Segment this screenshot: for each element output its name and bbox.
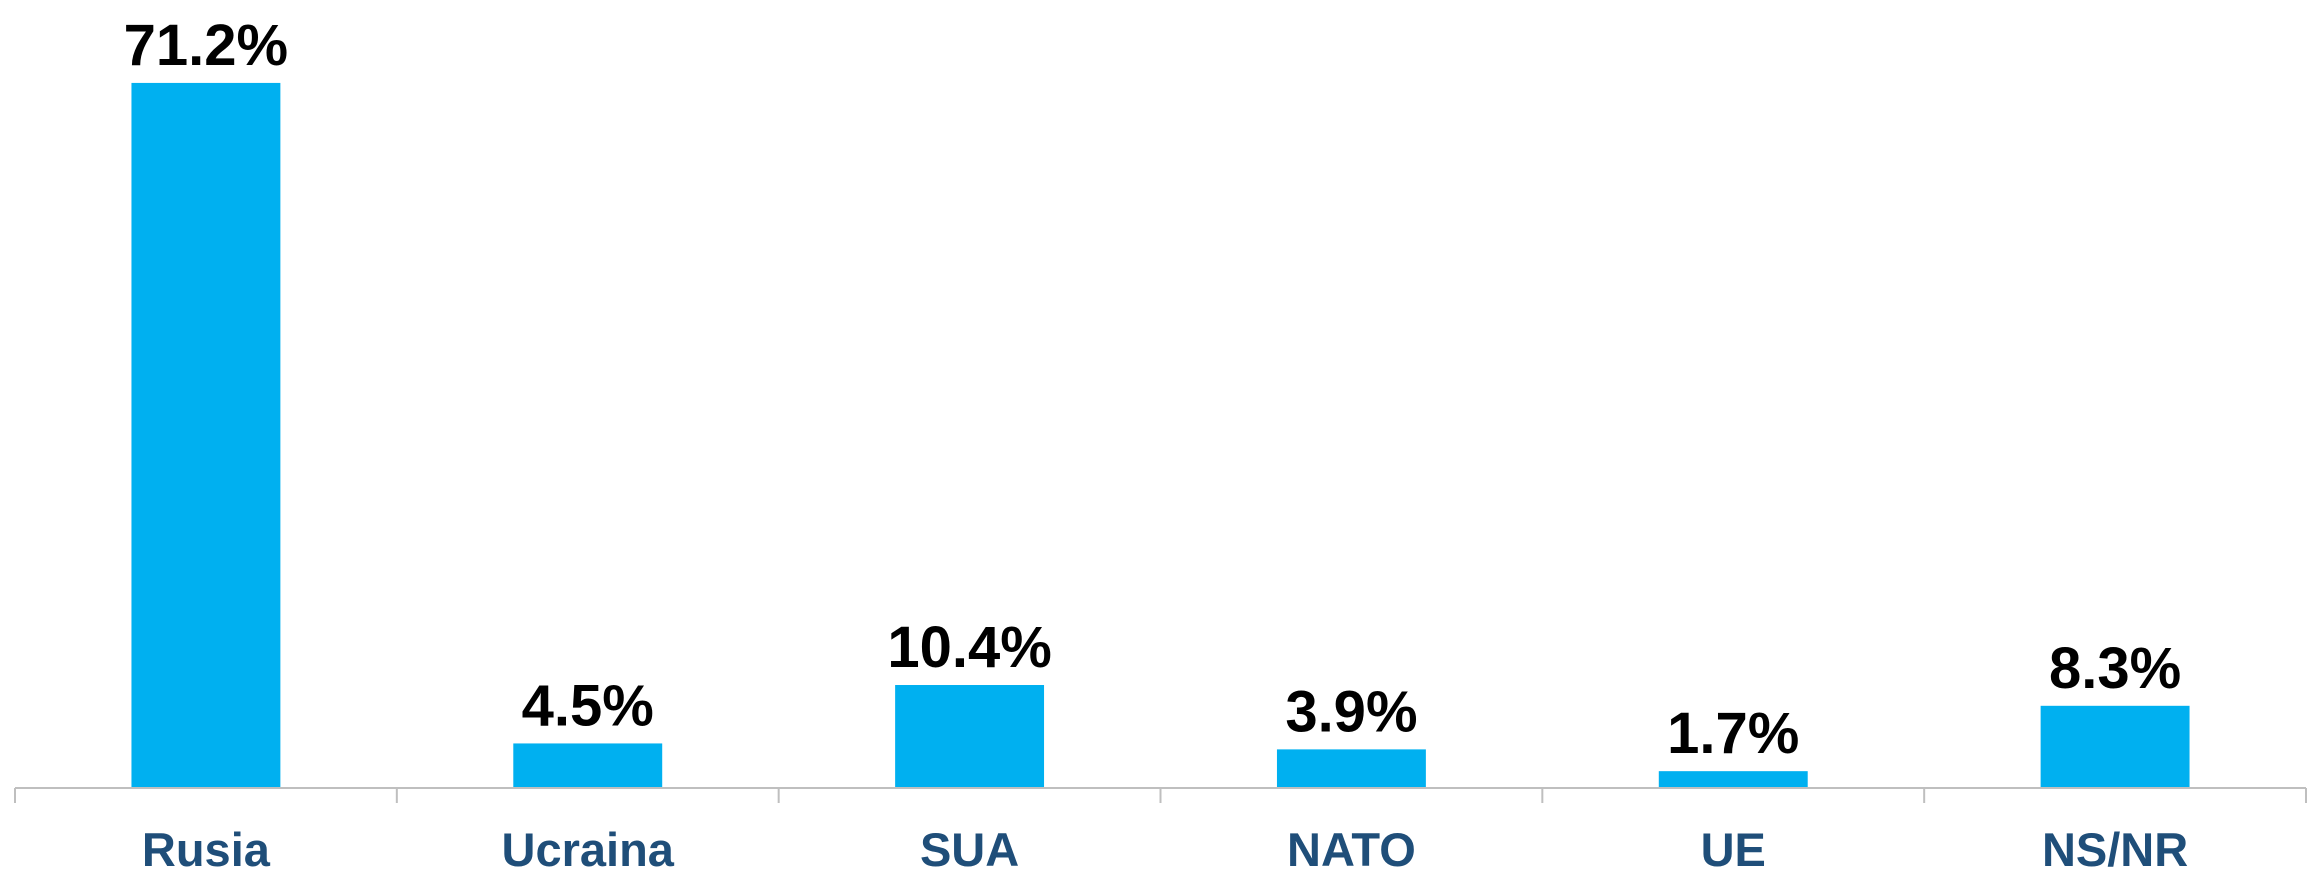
bar	[131, 82, 281, 788]
bar	[895, 685, 1045, 788]
value-label: 1.7%	[1667, 701, 1799, 766]
bar	[513, 743, 663, 788]
x-tick-label: Rusia	[142, 823, 271, 872]
value-label: 10.4%	[887, 615, 1051, 680]
bar	[1658, 771, 1808, 788]
value-label: 3.9%	[1285, 679, 1417, 744]
value-label: 8.3%	[2049, 636, 2181, 701]
value-label: 71.2%	[124, 13, 288, 78]
x-tick-label: SUA	[920, 823, 1019, 872]
x-tick-label: NATO	[1287, 823, 1416, 872]
x-tick-label: Ucraina	[502, 823, 675, 872]
x-tick-label: NS/NR	[2042, 823, 2188, 872]
value-label: 4.5%	[522, 673, 654, 738]
bar	[1276, 749, 1426, 788]
x-tick-label: UE	[1701, 823, 1766, 872]
bar	[2040, 705, 2190, 788]
